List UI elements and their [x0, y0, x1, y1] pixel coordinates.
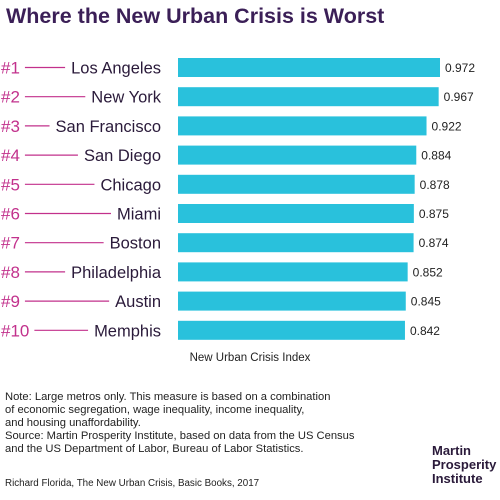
category-label: New York [91, 89, 161, 107]
logo-line: Institute [432, 471, 483, 486]
note-line: Note: Large metros only. This measure is… [5, 391, 331, 403]
bar [178, 58, 440, 77]
value-label: 0.967 [444, 90, 474, 104]
rank-label: #5 [1, 175, 20, 194]
bar [178, 320, 405, 340]
category-label: San Diego [84, 147, 161, 165]
rank-label: #10 [1, 321, 29, 340]
bar [178, 87, 439, 107]
logo-line: Martin [432, 443, 471, 458]
rank-label: #4 [1, 146, 20, 165]
value-label: 0.852 [413, 265, 443, 279]
value-label: 0.842 [410, 324, 440, 338]
credit-line: Richard Florida, The New Urban Crisis, B… [5, 478, 260, 489]
institute-logo: Martin Prosperity Institute [432, 444, 496, 486]
category-label: Austin [115, 293, 161, 311]
note-line: of economic segregation, wage inequality… [5, 403, 305, 416]
value-label: 0.972 [445, 61, 475, 75]
rank-label: #2 [1, 88, 20, 107]
bar [178, 174, 415, 194]
rank-label: #9 [1, 292, 20, 311]
bar [178, 291, 406, 311]
value-label: 0.878 [420, 178, 450, 192]
value-label: 0.874 [419, 236, 449, 250]
value-label: 0.845 [411, 295, 441, 309]
logo-line: Prosperity [432, 457, 497, 472]
chart-title: Where the New Urban Crisis is Worst [6, 4, 385, 28]
value-label: 0.875 [419, 207, 449, 221]
rank-label: #7 [1, 234, 20, 253]
category-label: Memphis [94, 322, 161, 340]
category-label: Chicago [100, 176, 161, 194]
note-line: Source: Martin Prosperity Institute, bas… [5, 429, 355, 442]
bar [178, 262, 408, 282]
value-label: 0.884 [421, 149, 451, 163]
note-line: and the US Department of Labor, Bureau o… [5, 442, 304, 455]
rank-label: #3 [1, 117, 20, 136]
x-axis-label: New Urban Crisis Index [189, 352, 311, 364]
bar-chart: #1 Los Angeles 0.972 #2 New York 0.967 #3 San F… [1, 58, 475, 340]
value-label: 0.922 [432, 119, 462, 133]
bar [178, 116, 427, 136]
bar [178, 204, 414, 223]
category-label: Philadelphia [71, 264, 162, 282]
rank-label: #8 [1, 263, 20, 282]
note-line: and housing unaffordability. [5, 416, 141, 429]
category-label: Miami [117, 206, 161, 224]
category-label: San Francisco [56, 118, 161, 136]
category-label: Boston [110, 235, 161, 253]
bar [178, 233, 414, 253]
bar [178, 145, 417, 165]
category-label: Los Angeles [71, 60, 161, 78]
rank-label: #6 [1, 205, 20, 224]
chart-note: Note: Large metros only. This measure is… [5, 391, 425, 456]
rank-label: #1 [1, 59, 20, 78]
